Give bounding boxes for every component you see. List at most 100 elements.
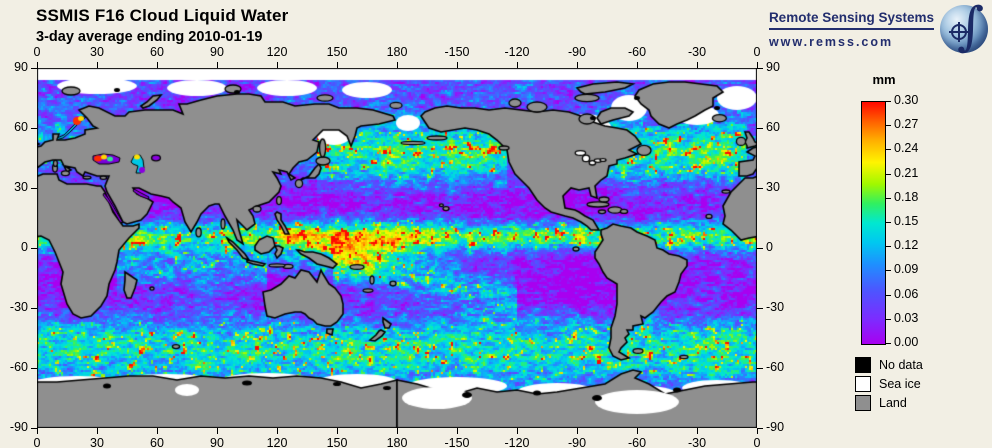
lat-tick-mark-right (757, 128, 763, 129)
lon-tick-label-top: 150 (326, 45, 348, 59)
lon-tick-label-top: -60 (627, 45, 647, 59)
lon-tick-mark-bottom (337, 428, 338, 434)
page-subtitle: 3-day average ending 2010-01-19 (36, 29, 263, 45)
colorbar-tick-label: 0.24 (894, 141, 919, 156)
lon-tick-mark-bottom (457, 428, 458, 434)
colorbar-unit-label: mm (872, 72, 896, 87)
lat-tick-mark-right (757, 68, 763, 69)
lat-tick-label-left: 90 (14, 60, 28, 74)
lat-tick-label-right: 90 (766, 60, 780, 74)
logo-url-link[interactable]: www.remss.com (768, 34, 894, 49)
lon-tick-label-top: 30 (90, 45, 104, 59)
lon-tick-mark-top (217, 62, 218, 68)
lat-tick-label-right: -30 (766, 300, 785, 314)
lat-tick-label-right: 0 (766, 240, 773, 254)
lon-tick-mark-top (637, 62, 638, 68)
lat-tick-mark-right (757, 308, 763, 309)
lon-tick-mark-bottom (757, 428, 758, 434)
colorbar-tick-label: 0.21 (894, 165, 919, 180)
lat-tick-label-left: 30 (14, 180, 28, 194)
lon-tick-mark-top (397, 62, 398, 68)
legend-label-sea-ice: Sea ice (879, 377, 921, 391)
lon-tick-mark-bottom (577, 428, 578, 434)
colorbar-tick-mark (885, 343, 891, 344)
colorbar-tick-label: 0.06 (894, 286, 919, 301)
logo: Remote Sensing Systems www.remss.com ∫ (768, 0, 988, 55)
lat-tick-label-left: 0 (21, 240, 28, 254)
lon-tick-label-top: -150 (444, 45, 470, 59)
lon-tick-mark-top (457, 62, 458, 68)
lat-tick-mark-left (31, 248, 37, 249)
lat-tick-label-left: -90 (9, 420, 28, 434)
lon-tick-mark-top (757, 62, 758, 68)
colorbar-tick-mark (885, 125, 891, 127)
lon-tick-mark-top (97, 62, 98, 68)
map-legend: No data Sea ice Land (855, 357, 923, 414)
lon-tick-mark-top (157, 62, 158, 68)
page-title: SSMIS F16 Cloud Liquid Water (36, 6, 289, 25)
lon-tick-mark-top (337, 62, 338, 68)
colorbar-tick-label: 0.18 (894, 189, 919, 204)
colorbar-gradient (861, 101, 886, 345)
lat-tick-label-left: -60 (9, 360, 28, 374)
lat-tick-label-right: 60 (766, 120, 780, 134)
legend-swatch-land (855, 395, 871, 411)
lon-tick-label-bottom: -60 (627, 436, 647, 448)
lon-tick-label-bottom: 150 (326, 436, 348, 448)
lon-tick-mark-bottom (277, 428, 278, 434)
lat-tick-mark-left (31, 188, 37, 189)
lon-tick-label-bottom: 30 (90, 436, 104, 448)
legend-item-sea-ice: Sea ice (855, 376, 923, 392)
legend-swatch-sea-ice (855, 376, 871, 392)
lon-tick-mark-top (517, 62, 518, 68)
lon-tick-label-bottom: 90 (210, 436, 224, 448)
lon-tick-label-top: -120 (504, 45, 530, 59)
lat-tick-mark-left (31, 128, 37, 129)
logo-text: Remote Sensing Systems www.remss.com (768, 10, 934, 49)
colorbar-tick-label: 0.30 (894, 93, 919, 107)
lon-tick-mark-top (577, 62, 578, 68)
globe-icon: ∫ (940, 0, 988, 55)
lon-tick-mark-bottom (397, 428, 398, 434)
colorbar-tick-mark (885, 246, 891, 248)
crosshair-glyph (949, 22, 969, 42)
lon-tick-mark-top (697, 62, 698, 68)
logo-brand: Remote Sensing Systems (768, 10, 934, 30)
colorbar-tick-mark (885, 197, 891, 199)
colorbar-tick-label: 0.27 (894, 117, 919, 132)
colorbar-tick-label: 0.12 (894, 238, 919, 253)
lat-tick-mark-left (31, 428, 37, 429)
lon-tick-label-top: -30 (687, 45, 707, 59)
colorbar-tick-mark (885, 222, 891, 223)
lon-tick-mark-bottom (637, 428, 638, 434)
lat-tick-label-right: -90 (766, 420, 785, 434)
lon-tick-label-bottom: -120 (504, 436, 530, 448)
lon-tick-label-bottom: -90 (567, 436, 587, 448)
lon-tick-label-bottom: 60 (150, 436, 164, 448)
lat-tick-mark-left (31, 368, 37, 369)
lat-tick-label-left: 60 (14, 120, 28, 134)
legend-label-no-data: No data (879, 358, 923, 372)
lon-tick-label-top: 60 (150, 45, 164, 59)
lat-tick-label-left: -30 (9, 300, 28, 314)
lon-tick-label-top: 0 (33, 45, 41, 59)
lon-tick-label-bottom: 0 (33, 436, 41, 448)
colorbar-tick-mark (885, 318, 891, 320)
lat-tick-mark-left (31, 308, 37, 309)
lat-tick-mark-right (757, 248, 763, 249)
legend-swatch-no-data (855, 357, 871, 373)
lon-tick-label-bottom: -30 (687, 436, 707, 448)
lat-tick-label-right: -60 (766, 360, 785, 374)
lon-tick-label-top: 180 (386, 45, 408, 59)
legend-item-land: Land (855, 395, 923, 411)
colorbar-tick-mark (885, 294, 891, 296)
colorbar-tick-label: 0.03 (894, 310, 919, 325)
lat-tick-mark-right (757, 188, 763, 189)
lon-tick-mark-bottom (157, 428, 158, 434)
lon-tick-mark-bottom (37, 428, 38, 434)
colorbar-tick-label: 0.00 (894, 335, 919, 349)
colorbar-tick-mark (885, 101, 891, 102)
lon-tick-label-bottom: 180 (386, 436, 408, 448)
colorbar-tick-mark (885, 270, 891, 272)
